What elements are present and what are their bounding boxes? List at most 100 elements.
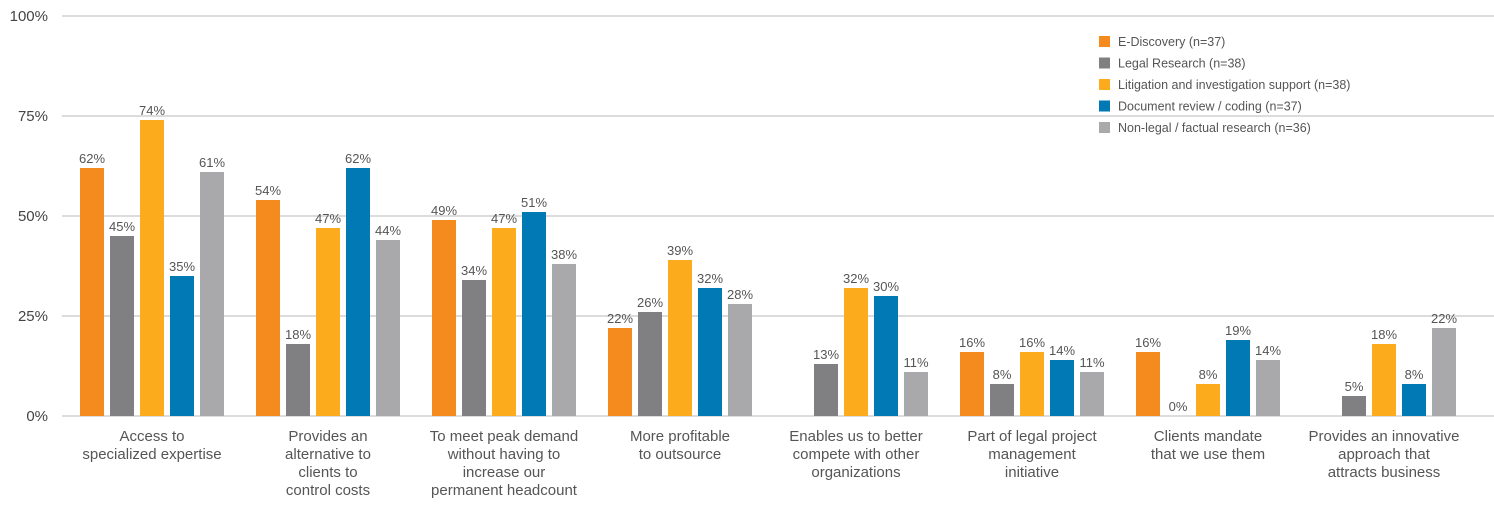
x-tick-label-line: More profitable (630, 428, 730, 445)
data-label: 34% (461, 263, 487, 278)
data-label: 54% (255, 183, 281, 198)
y-tick-label: 0% (26, 408, 48, 425)
x-tick-label-line: To meet peak demand (430, 428, 578, 445)
x-tick-label-line: permanent headcount (431, 482, 578, 499)
bar (1432, 328, 1456, 416)
data-label: 32% (697, 271, 723, 286)
data-label: 47% (315, 211, 341, 226)
x-tick-label: To meet peak demand without having to incr… (430, 428, 578, 499)
bar (608, 328, 632, 416)
bar (492, 228, 516, 416)
data-label: 16% (1135, 335, 1161, 350)
legend-label: Non-legal / factual research (n=36) (1118, 121, 1311, 135)
data-label: 22% (1431, 311, 1457, 326)
data-label: 18% (285, 327, 311, 342)
x-tick-label: Enables us to better compete with other or… (789, 428, 922, 481)
bar (256, 200, 280, 416)
bar (844, 288, 868, 416)
data-label: 11% (1079, 355, 1104, 370)
data-labels: 62% 45% 74% 35% 61% 54% 18% 47% 62% 44% 49% 34% 47% 5… (79, 103, 1457, 414)
data-label: 5% (1345, 379, 1364, 394)
x-tick-label-line: initiative (1005, 464, 1059, 481)
data-label: 11% (903, 355, 928, 370)
data-label: 61% (199, 155, 225, 170)
data-label: 39% (667, 243, 693, 258)
data-label: 62% (79, 151, 105, 166)
bar (1080, 372, 1104, 416)
x-tick-label-line: Access to (119, 428, 184, 445)
x-axis: Access to specialized expertise Provides a… (82, 428, 1459, 499)
legend: E-Discovery (n=37) Legal Research (n=38) L… (1099, 35, 1350, 135)
x-tick-label-line: Clients mandate (1154, 428, 1262, 445)
x-tick-label: Provides an innovative approach that attra… (1309, 428, 1460, 481)
x-tick-label-line: management (988, 446, 1076, 463)
bar (1256, 360, 1280, 416)
x-tick-label-line: approach that (1338, 446, 1431, 463)
x-tick-label-line: without having to (447, 446, 561, 463)
bar (140, 120, 164, 416)
x-tick-label: More profitable to outsource (630, 428, 730, 463)
x-tick-label-line: control costs (286, 482, 370, 499)
x-tick-label: Access to specialized expertise (82, 428, 221, 463)
legend-swatch (1099, 100, 1110, 112)
x-tick-label-line: organizations (811, 464, 900, 481)
bar (698, 288, 722, 416)
x-tick-label-line: Provides an innovative (1309, 428, 1460, 445)
x-tick-label-line: attracts business (1328, 464, 1441, 481)
data-label: 74% (139, 103, 165, 118)
bar (376, 240, 400, 416)
data-label: 45% (109, 219, 135, 234)
bar (1136, 352, 1160, 416)
x-tick-label-line: Enables us to better (789, 428, 922, 445)
x-tick-label-line: specialized expertise (82, 446, 221, 463)
bar (200, 172, 224, 416)
data-label: 28% (727, 287, 753, 302)
data-label: 0% (1169, 399, 1188, 414)
bar (522, 212, 546, 416)
data-label: 8% (1199, 367, 1218, 382)
bar (80, 168, 104, 416)
data-label: 22% (607, 311, 633, 326)
x-tick-label-line: Part of legal project (967, 428, 1097, 445)
bar (874, 296, 898, 416)
bar (1372, 344, 1396, 416)
data-label: 8% (993, 367, 1012, 382)
x-tick-label-line: to outsource (639, 446, 722, 463)
legend-label: Litigation and investigation support (n=… (1118, 78, 1350, 92)
y-axis: 0% 25% 50% 75% 100% (10, 8, 48, 425)
data-label: 18% (1371, 327, 1397, 342)
legend-swatch (1099, 36, 1110, 47)
legend-swatch (1099, 57, 1110, 69)
x-tick-label: Clients mandate that we use them (1151, 428, 1265, 463)
bar (110, 236, 134, 416)
bar (432, 220, 456, 416)
data-label: 19% (1225, 323, 1251, 338)
bar (904, 372, 928, 416)
data-label: 26% (637, 295, 663, 310)
data-label: 62% (345, 151, 371, 166)
legend-label: Document review / coding (n=37) (1118, 100, 1302, 114)
bar (346, 168, 370, 416)
y-tick-label: 75% (18, 108, 48, 125)
data-label: 47% (491, 211, 517, 226)
grid (62, 15, 1494, 417)
bar (728, 304, 752, 416)
bar (170, 276, 194, 416)
data-label: 35% (169, 259, 195, 274)
x-tick-label: Provides an alternative to clients to contr… (285, 428, 371, 499)
data-label: 14% (1255, 343, 1281, 358)
bar (1050, 360, 1074, 416)
y-tick-label: 100% (10, 8, 48, 25)
bar (668, 260, 692, 416)
data-label: 49% (431, 203, 457, 218)
y-tick-label: 50% (18, 208, 48, 225)
bar (286, 344, 310, 416)
x-tick-label-line: alternative to (285, 446, 371, 463)
y-tick-label: 25% (18, 308, 48, 325)
data-label: 51% (521, 195, 547, 210)
data-label: 38% (551, 247, 577, 262)
x-tick-label-line: clients to (298, 464, 357, 481)
data-label: 16% (1019, 335, 1045, 350)
bar (814, 364, 838, 416)
